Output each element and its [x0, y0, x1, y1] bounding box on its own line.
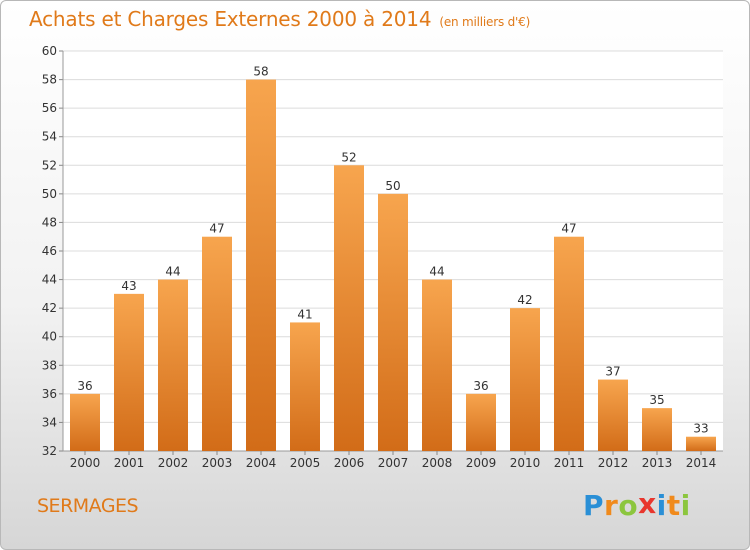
x-tick-label: 2005 [290, 456, 321, 470]
commune-name: SERMAGES [37, 495, 139, 517]
bar [202, 236, 232, 451]
x-tick-label: 2014 [686, 456, 717, 470]
bar [598, 379, 628, 451]
data-label: 50 [385, 179, 400, 193]
bar [70, 393, 100, 451]
bar [378, 193, 408, 451]
y-tick-label: 42 [42, 301, 57, 315]
logo-letter: t [666, 489, 681, 522]
x-tick-label: 2003 [202, 456, 233, 470]
x-tick-label: 2011 [554, 456, 585, 470]
y-tick-label: 48 [42, 215, 57, 229]
bar [686, 436, 716, 451]
y-tick-label: 46 [42, 244, 57, 258]
data-label: 47 [209, 222, 224, 236]
y-tick-label: 60 [42, 44, 57, 58]
chart-subtitle: (en milliers d'€) [439, 15, 531, 29]
y-tick-label: 34 [42, 415, 57, 429]
data-label: 35 [649, 393, 664, 407]
data-label: 36 [77, 379, 92, 393]
data-label: 44 [429, 265, 444, 279]
data-label: 42 [517, 293, 532, 307]
chart-title-block: Achats et Charges Externes 2000 à 2014 (e… [29, 7, 530, 31]
bar [510, 308, 540, 451]
y-tick-label: 32 [42, 444, 57, 458]
data-label: 44 [165, 265, 180, 279]
x-tick-label: 2001 [114, 456, 145, 470]
x-tick-label: 2010 [510, 456, 541, 470]
bar [158, 279, 188, 451]
data-label: 36 [473, 379, 488, 393]
logo-letter: i [680, 489, 691, 522]
y-tick-label: 44 [42, 273, 57, 287]
logo-letter: i [656, 489, 667, 522]
x-tick-label: 2006 [334, 456, 365, 470]
data-label: 37 [605, 365, 620, 379]
x-tick-label: 2000 [70, 456, 101, 470]
bar [554, 236, 584, 451]
bar [114, 293, 144, 451]
bar [466, 393, 496, 451]
bar [422, 279, 452, 451]
chart-title: Achats et Charges Externes 2000 à 2014 [29, 7, 432, 31]
logo-letter: x [638, 487, 657, 520]
x-tick-label: 2002 [158, 456, 189, 470]
x-tick-label: 2012 [598, 456, 629, 470]
logo-letter: r [604, 489, 619, 522]
bar [246, 79, 276, 452]
logo-letter: o [618, 489, 639, 522]
y-tick-label: 58 [42, 73, 57, 87]
y-tick-label: 38 [42, 358, 57, 372]
x-tick-label: 2009 [466, 456, 497, 470]
y-tick-label: 56 [42, 101, 57, 115]
x-tick-label: 2007 [378, 456, 409, 470]
data-label: 58 [253, 65, 268, 79]
bar [642, 408, 672, 451]
y-tick-label: 40 [42, 330, 57, 344]
data-label: 33 [693, 422, 708, 436]
data-label: 41 [297, 307, 312, 321]
bar [290, 322, 320, 451]
y-tick-label: 52 [42, 158, 57, 172]
bar [334, 165, 364, 452]
data-label: 47 [561, 222, 576, 236]
x-tick-label: 2004 [246, 456, 277, 470]
y-tick-label: 36 [42, 387, 57, 401]
data-label: 52 [341, 150, 356, 164]
proxiti-logo: Proxiti [583, 487, 691, 522]
y-tick-label: 50 [42, 187, 57, 201]
x-tick-label: 2013 [642, 456, 673, 470]
x-tick-label: 2008 [422, 456, 453, 470]
data-label: 43 [121, 279, 136, 293]
y-tick-label: 54 [42, 130, 57, 144]
logo-letter: P [583, 489, 605, 522]
